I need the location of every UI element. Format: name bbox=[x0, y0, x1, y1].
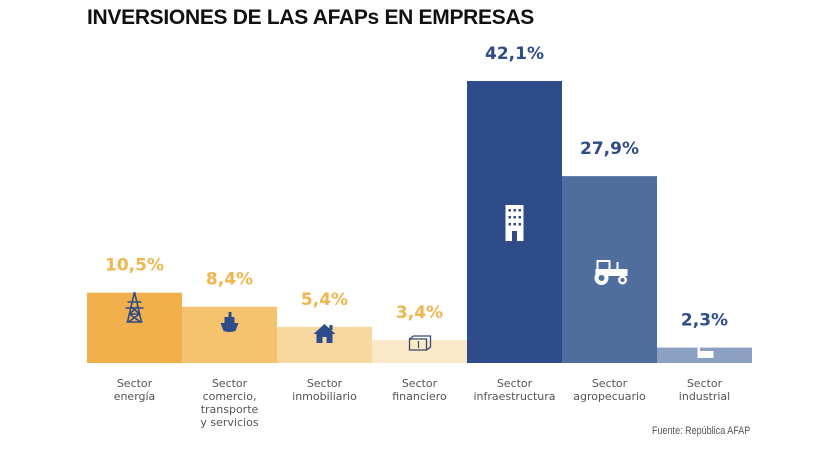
data-label: 8,4% bbox=[206, 270, 253, 290]
x-tick-label: Sector bbox=[687, 377, 723, 390]
data-label: 42,1% bbox=[485, 44, 544, 64]
factory-icon bbox=[697, 340, 714, 358]
x-tick-label: inmobiliario bbox=[292, 390, 357, 403]
x-tick-label: Sector bbox=[497, 377, 533, 390]
chart-title: INVERSIONES DE LAS AFAPs EN EMPRESAS bbox=[87, 6, 535, 29]
x-tick-label: financiero bbox=[392, 390, 447, 403]
source-note: Fuente: República AFAP bbox=[652, 425, 751, 437]
x-tick-label: Sector bbox=[212, 377, 248, 390]
data-label: 10,5% bbox=[105, 256, 164, 276]
x-tick-label: Sector bbox=[402, 377, 438, 390]
ship-icon bbox=[220, 312, 239, 332]
data-label: 3,4% bbox=[396, 303, 443, 323]
power-tower-icon bbox=[125, 291, 144, 323]
building-icon bbox=[505, 205, 524, 241]
tractor-icon bbox=[594, 260, 628, 285]
data-label: 5,4% bbox=[301, 290, 348, 310]
x-tick-label: agropecuario bbox=[573, 390, 646, 403]
x-tick-label: Sector bbox=[307, 377, 343, 390]
x-tick-label: y servicios bbox=[200, 416, 258, 429]
x-tick-label: infraestructura bbox=[473, 390, 555, 403]
money-icon bbox=[408, 335, 432, 351]
x-tick-label: Sector bbox=[117, 377, 153, 390]
x-tick-label: comercio, bbox=[203, 390, 257, 403]
x-tick-label: energía bbox=[114, 390, 156, 403]
data-label: 2,3% bbox=[681, 311, 728, 331]
bar-1 bbox=[87, 292, 182, 363]
house-icon bbox=[313, 324, 336, 343]
x-tick-label: Sector bbox=[592, 377, 628, 390]
bar-4 bbox=[372, 340, 467, 363]
data-label: 27,9% bbox=[580, 139, 639, 159]
x-tick-label: industrial bbox=[679, 390, 730, 403]
x-tick-label: transporte bbox=[201, 403, 259, 416]
